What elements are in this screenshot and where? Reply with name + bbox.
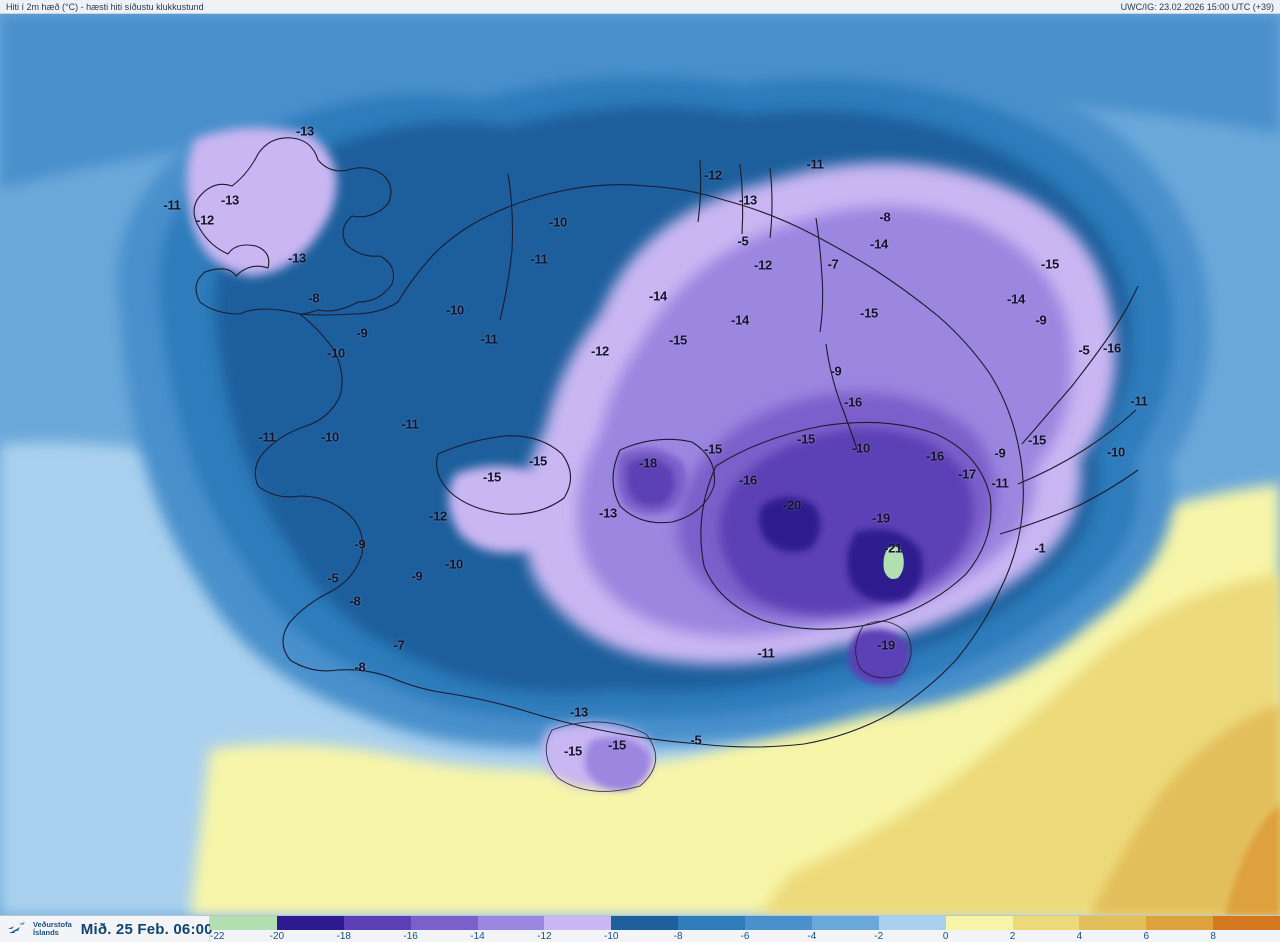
map-canvas — [0, 14, 1280, 915]
color-scale-band — [678, 916, 745, 930]
temp-core-below-22 — [883, 546, 904, 579]
color-scale-band — [276, 916, 344, 930]
color-scale-swatches — [210, 916, 1280, 930]
map-title: Hiti í 2m hæð (°C) - hæsti hiti síðustu … — [6, 1, 204, 12]
header-bar: Hiti í 2m hæð (°C) - hæsti hiti síðustu … — [0, 0, 1280, 14]
color-scale-band — [611, 916, 679, 930]
color-scale-tick: -10 — [604, 931, 619, 942]
logo-text-line2: Íslands — [33, 928, 59, 937]
color-scale-band — [410, 916, 478, 930]
model-run-info: UWC/IG: 23.02.2026 15:00 UTC (+39) — [1120, 1, 1274, 12]
color-scale-band — [343, 916, 411, 930]
sea-band-warm-4 — [1090, 704, 1280, 915]
logo-text: Veðurstofa Íslands — [33, 919, 72, 938]
color-scale-band — [1079, 916, 1147, 930]
coastline — [193, 137, 1139, 748]
color-scale-tick: -22 — [210, 931, 225, 942]
color-scale-tick: -8 — [673, 931, 683, 942]
color-scale-ticks: -22 -20 -18 -16 -14 -12 -10 -8 -6 -4 -2 0 2 4 6 8 — [210, 930, 1280, 943]
color-scale-tick: 8 — [1210, 931, 1216, 942]
color-scale-tick: -12 — [537, 931, 552, 942]
color-scale-band — [745, 916, 812, 930]
brand-block: Veðurstofa Íslands Mið. 25 Feb. 06:00 — [0, 916, 213, 942]
logo-text-line1: Veðurstofa — [33, 919, 72, 929]
temp-band-minus18-oraefa — [848, 628, 910, 685]
color-scale-band — [1146, 916, 1214, 930]
color-scale-band — [1213, 916, 1280, 930]
temp-band-minus18-lang — [626, 457, 675, 507]
footer-bar: Veðurstofa Íslands Mið. 25 Feb. 06:00 -2… — [0, 915, 1280, 942]
temp-band-minus14-d — [584, 737, 651, 791]
temp-band-minus20 — [758, 497, 821, 552]
color-scale-band — [1012, 916, 1080, 930]
color-scale-band — [477, 916, 545, 930]
color-scale-band — [544, 916, 612, 930]
color-scale-tick: 4 — [1076, 931, 1083, 942]
color-scale-tick: -18 — [336, 931, 351, 942]
valid-time-label: Mið. 25 Feb. 06:00 — [80, 920, 213, 938]
temp-band-minus12-westfjords — [186, 127, 337, 276]
color-scale-tick: -6 — [740, 931, 750, 942]
color-scale-band — [811, 916, 879, 930]
color-scale-tick: -4 — [807, 931, 817, 942]
sea-band-warm-6 — [1225, 804, 1280, 915]
color-scale-band — [878, 916, 946, 930]
glacier-contours — [545, 620, 912, 792]
color-scale-tick: 6 — [1143, 931, 1150, 942]
color-scale-band — [945, 916, 1013, 930]
color-scale[interactable]: -22 -20 -18 -16 -14 -12 -10 -8 -6 -4 -2 0 2 4 6 8 — [210, 916, 1280, 943]
color-scale-tick: 2 — [1009, 931, 1016, 942]
temperature-map[interactable]: -11 -12 -13 -13 -13 -8 -9 -10 -10 -11 -10 -11 -11 -10… — [0, 14, 1280, 915]
vedurstofan-logo-icon — [8, 922, 25, 933]
sea-band-nw — [0, 14, 1280, 189]
color-scale-band — [210, 916, 277, 930]
temp-band-minus12-c — [448, 466, 568, 553]
color-scale-tick: -2 — [874, 931, 884, 942]
color-scale-tick: -20 — [269, 931, 285, 942]
color-scale-tick: -16 — [403, 931, 418, 942]
color-scale-tick: -14 — [470, 931, 485, 942]
color-scale-tick: 0 — [942, 931, 949, 942]
